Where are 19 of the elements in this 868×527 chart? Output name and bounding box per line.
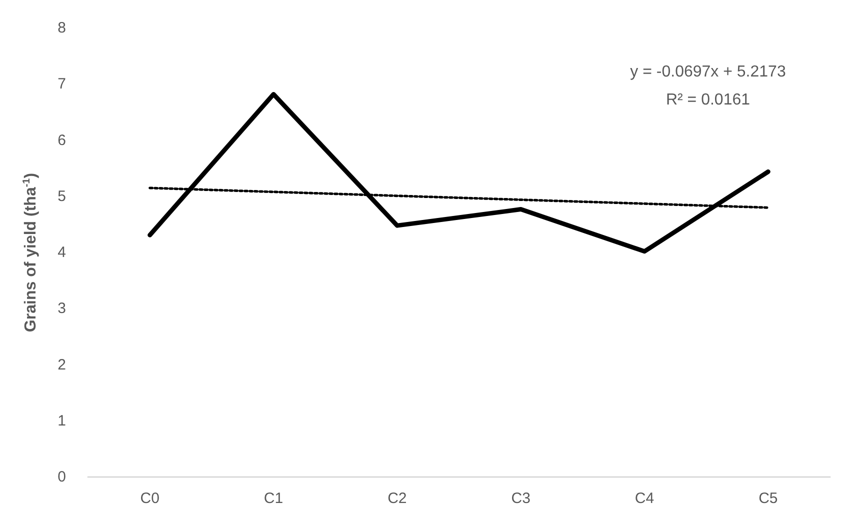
y-tick-label: 2 xyxy=(58,356,66,374)
y-tick-label: 6 xyxy=(58,132,66,149)
x-tick-label: C5 xyxy=(758,490,778,507)
annotation: y = -0.0697x + 5.2173 xyxy=(630,64,786,80)
annotation: R² = 0.0161 xyxy=(666,92,750,108)
y-tick-label: 5 xyxy=(58,188,66,205)
y-tick-label: 8 xyxy=(58,20,66,36)
x-tick-label: C2 xyxy=(388,490,407,507)
x-tick-label: C3 xyxy=(511,490,530,507)
x-tick-label: C1 xyxy=(264,490,284,507)
y-tick-label: 1 xyxy=(58,412,66,430)
x-tick-label: C4 xyxy=(634,490,654,507)
y-tick-label: 3 xyxy=(58,300,66,318)
line-series xyxy=(148,92,770,254)
y-tick-label: 0 xyxy=(58,468,66,486)
y-tick-label: 7 xyxy=(58,76,66,93)
x-tick-label: C0 xyxy=(140,490,160,507)
y-tick-label: 4 xyxy=(58,244,66,261)
y-axis-title: Grains of yield (tha-1) xyxy=(22,172,40,332)
